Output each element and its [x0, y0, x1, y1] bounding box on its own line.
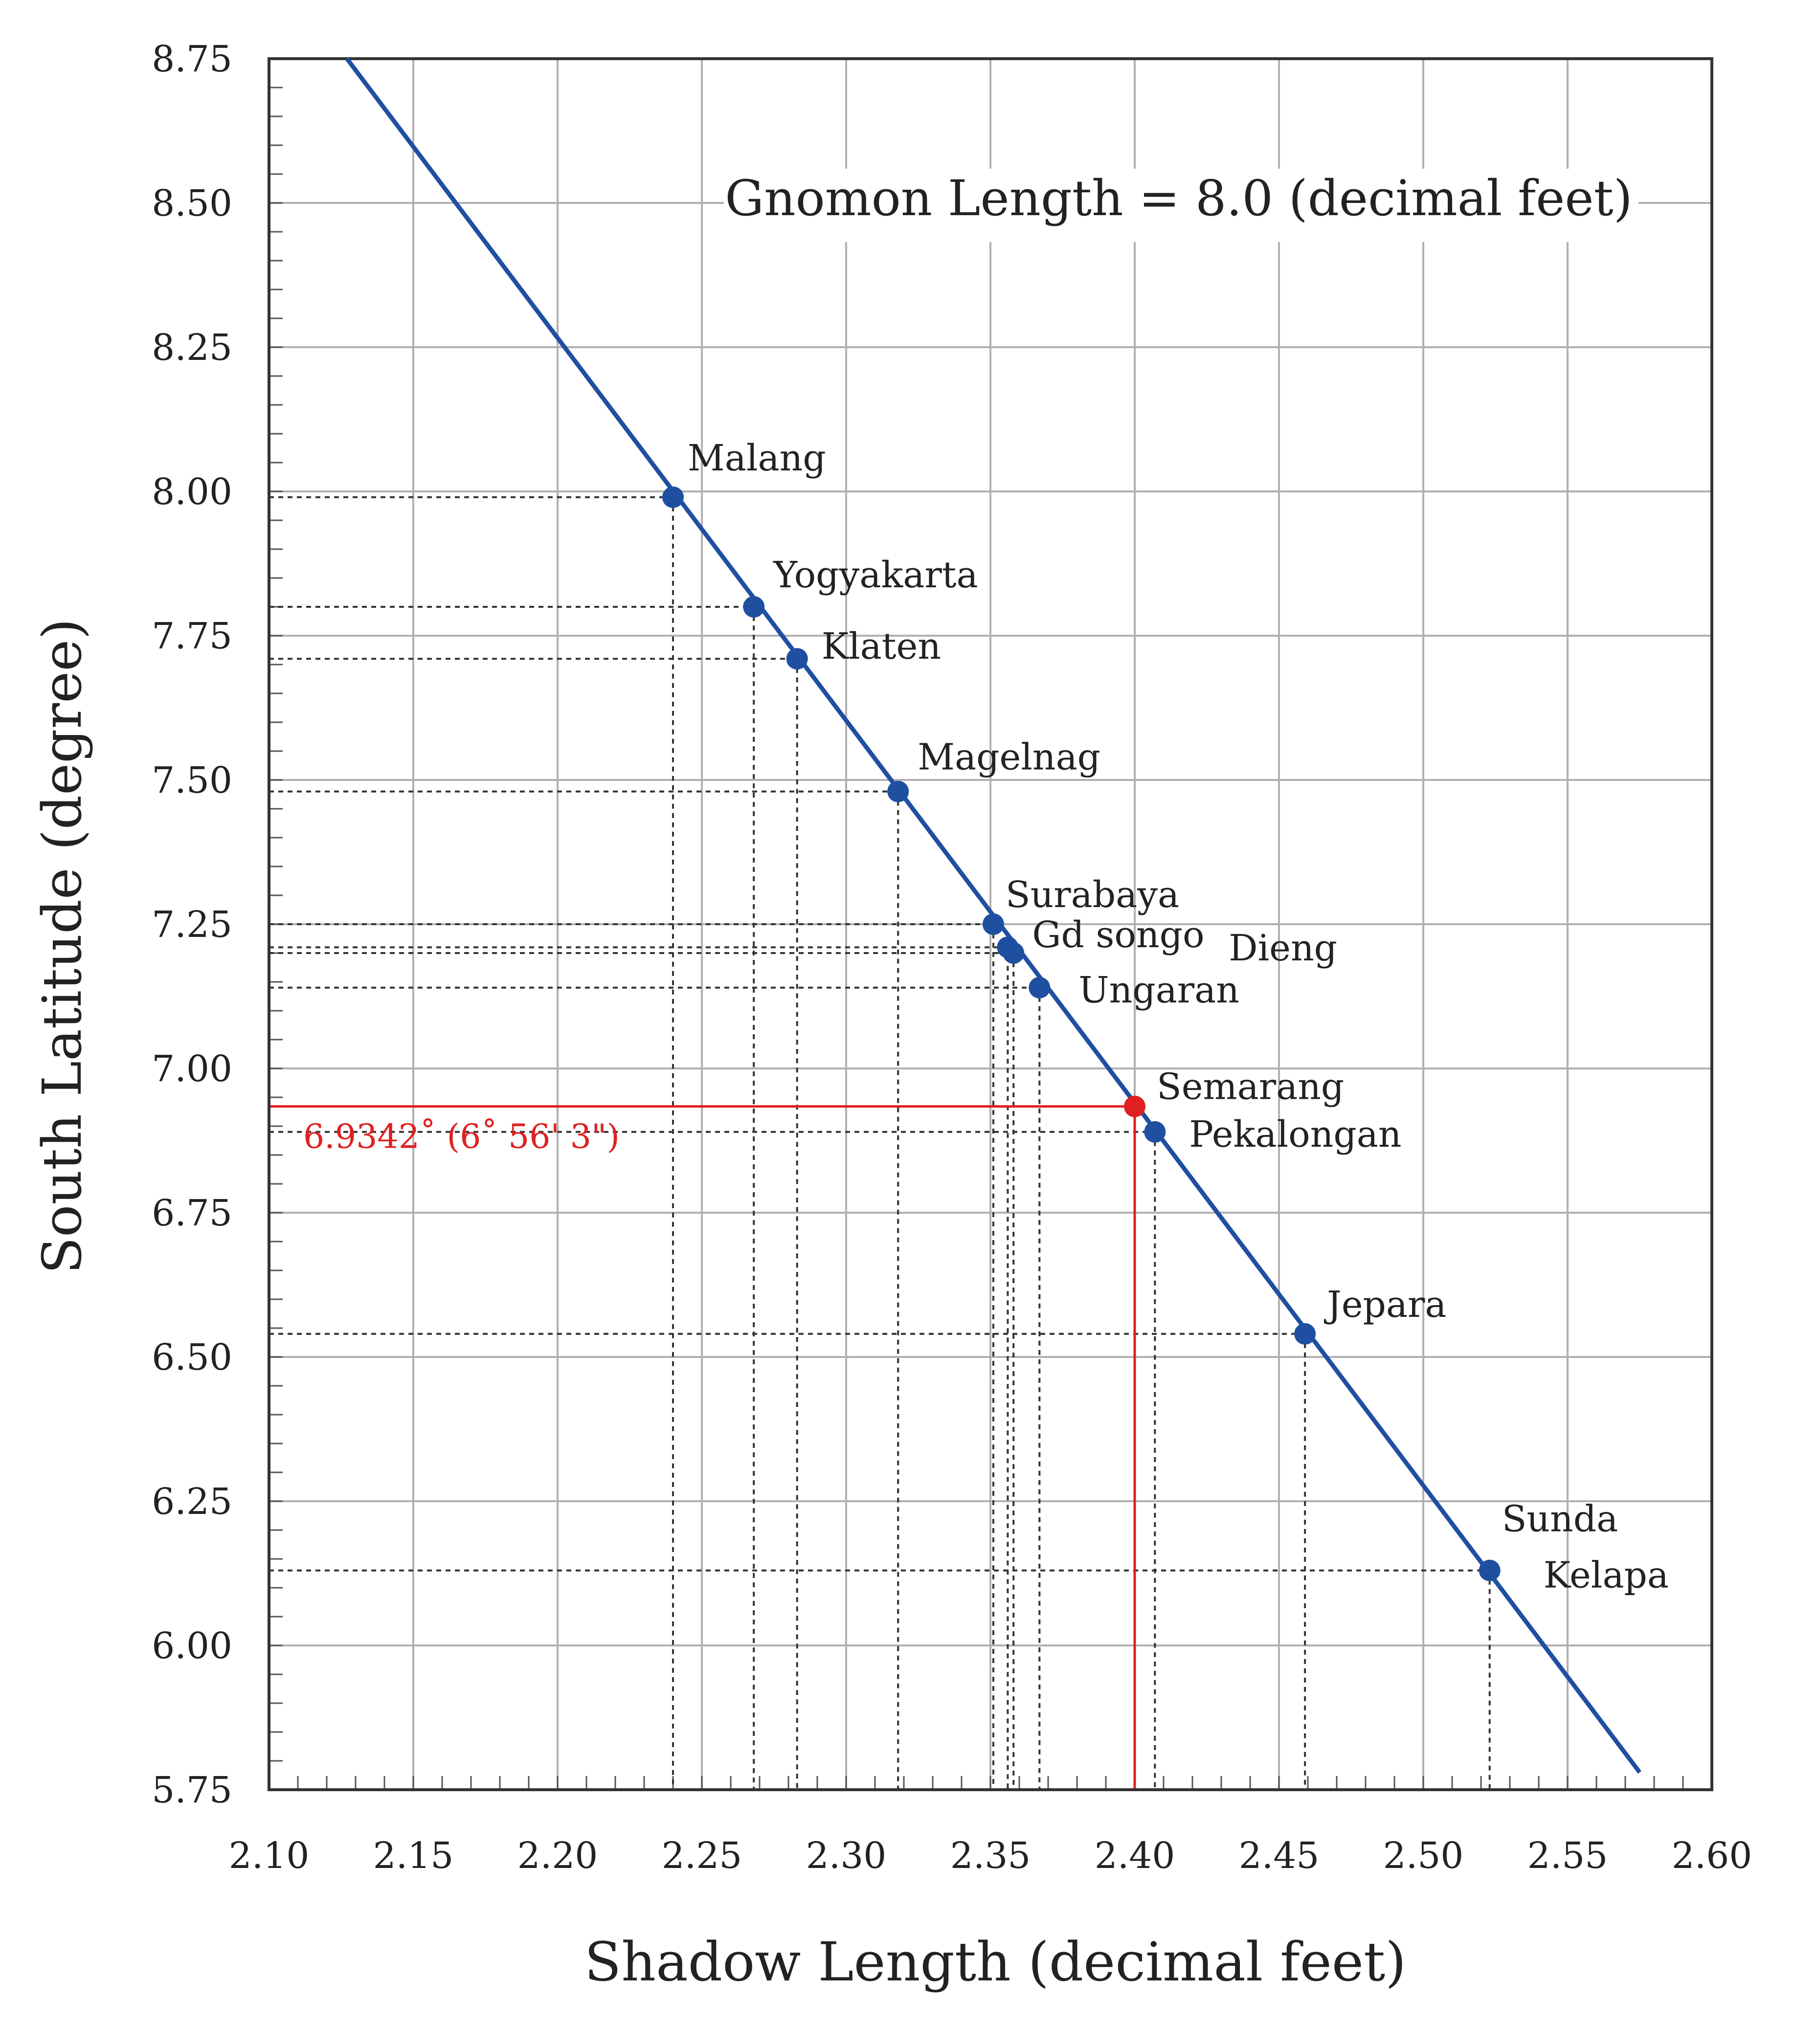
point-label: Klaten [822, 625, 941, 667]
y-tick-label: 7.50 [152, 759, 232, 801]
x-tick-label: 2.50 [1383, 1835, 1464, 1877]
data-point [1029, 977, 1051, 999]
data-point [887, 780, 909, 802]
highlight-point-label: Semarang [1157, 1066, 1344, 1108]
data-point [662, 486, 684, 508]
point-label: Surabaya [1006, 874, 1179, 916]
data-point [1294, 1323, 1316, 1345]
y-tick-label: 6.50 [152, 1336, 232, 1378]
y-tick-label: 8.00 [152, 471, 232, 513]
y-tick-label: 6.25 [152, 1481, 232, 1523]
data-points [662, 486, 1501, 1581]
point-label: Pekalongan [1189, 1113, 1401, 1155]
y-tick-label: 6.00 [152, 1625, 232, 1667]
x-tick-label: 2.25 [662, 1835, 742, 1877]
data-point [1144, 1121, 1166, 1143]
x-tick-label: 2.30 [806, 1835, 887, 1877]
grid [269, 59, 1712, 1790]
x-tick-label: 2.10 [229, 1835, 310, 1877]
point-label: Yogyakarta [773, 554, 978, 596]
point-label: Malang [688, 437, 826, 479]
x-tick-label: 2.20 [517, 1835, 598, 1877]
point-label: Dieng [1229, 927, 1337, 969]
highlight-point [1124, 1095, 1145, 1117]
gnomon-annotation: Gnomon Length = 8.0 (decimal feet) [725, 170, 1632, 227]
minor-ticks [269, 87, 1684, 1790]
y-tick-label: 8.25 [152, 327, 232, 369]
x-tick-label: 2.45 [1239, 1835, 1320, 1877]
x-tick-label: 2.60 [1672, 1835, 1752, 1877]
point-label: Magelnag [918, 736, 1100, 778]
data-point [786, 648, 808, 670]
y-tick-label: 6.75 [152, 1192, 232, 1234]
data-point [1479, 1559, 1501, 1581]
point-label: Jepara [1324, 1284, 1446, 1326]
point-label: Gd songo [1032, 914, 1204, 956]
tick-labels: 2.10 2.15 2.20 2.25 2.30 2.35 2.40 2.45 2.50 2.55… [152, 38, 1752, 1877]
highlight-latitude-note: 6.9342˚ (6˚ 56' 3") [303, 1118, 620, 1156]
y-axis-title: South Latitude (degree) [31, 619, 93, 1274]
annotation-background [724, 169, 1638, 242]
x-axis-title: Shadow Length (decimal feet) [584, 1931, 1406, 1993]
y-tick-label: 7.25 [152, 904, 232, 946]
plot-frame [268, 57, 1713, 1791]
x-tick-label: 2.55 [1527, 1835, 1608, 1877]
y-tick-label: 7.75 [152, 615, 232, 657]
data-point [1003, 942, 1025, 964]
point-label: Kelapa [1544, 1555, 1669, 1597]
point-label: Ungaran [1078, 969, 1239, 1011]
data-point [982, 913, 1004, 935]
x-tick-label: 2.35 [950, 1835, 1031, 1877]
x-tick-label: 2.15 [373, 1835, 454, 1877]
y-tick-label: 8.50 [152, 182, 232, 224]
guide-lines [269, 496, 1491, 1790]
y-tick-label: 5.75 [152, 1769, 232, 1811]
point-labels: Malang Yogyakarta Klaten Magelnag SurabayaGd… [303, 437, 1669, 1597]
y-tick-label: 7.00 [152, 1048, 232, 1090]
x-tick-label: 2.40 [1095, 1835, 1175, 1877]
point-label: Sunda [1502, 1498, 1618, 1540]
y-tick-label: 8.75 [152, 38, 232, 80]
data-point [743, 596, 765, 618]
